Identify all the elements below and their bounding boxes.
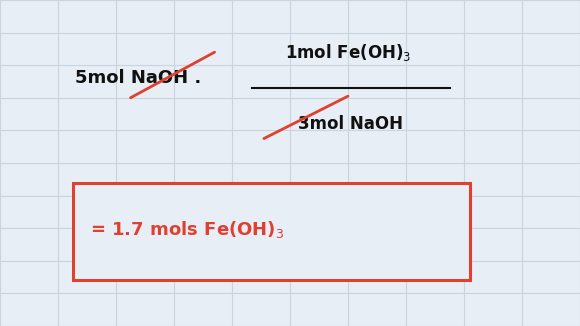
FancyBboxPatch shape xyxy=(72,183,470,280)
Text: = 1.7 mols Fe(OH)$_3$: = 1.7 mols Fe(OH)$_3$ xyxy=(90,219,284,240)
Text: 3mol NaOH: 3mol NaOH xyxy=(298,115,404,133)
Text: 5mol NaOH .: 5mol NaOH . xyxy=(75,69,202,87)
Text: 1mol Fe(OH)$_3$: 1mol Fe(OH)$_3$ xyxy=(285,42,411,63)
